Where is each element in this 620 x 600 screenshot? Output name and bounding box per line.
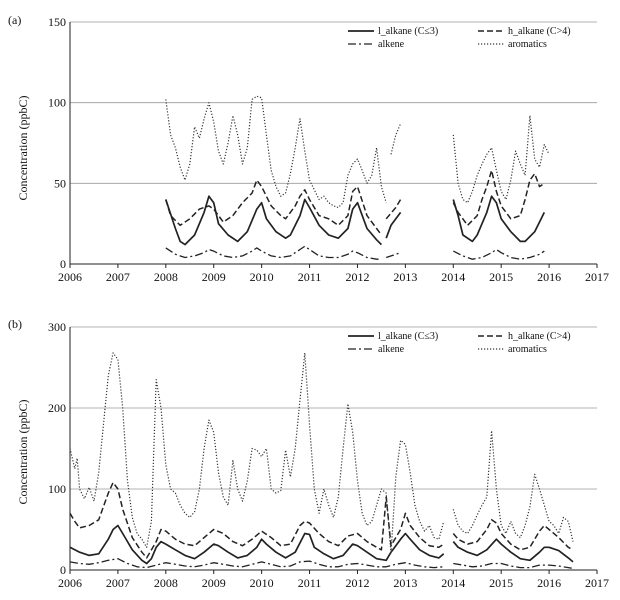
x-tick-label-b-0: 2006 [58, 576, 82, 590]
x-tick-label-a-3: 2009 [202, 270, 226, 284]
x-tick-label-b-4: 2010 [250, 576, 274, 590]
x-tick-label-b-2: 2008 [154, 576, 178, 590]
y-axis-label-b: Concentration (ppbC) [16, 400, 30, 505]
series-line-alkene-a-1 [385, 252, 401, 259]
x-tick-label-a-8: 2014 [441, 270, 465, 284]
x-tick-label-a-7: 2013 [393, 270, 417, 284]
series-line-aromatics-b-0 [69, 352, 445, 555]
ticks-b: 0 100 200 300 2006 2007 2008 2009 2010 2011 2012 20… [48, 320, 609, 590]
axes-a [69, 22, 597, 265]
legend-label-h-alkane-a: h_alkane (C>4) [508, 26, 571, 37]
legend-label-aromatics-b: aromatics [508, 344, 547, 355]
x-tick-label-a-1: 2007 [106, 270, 130, 284]
axes-b [69, 327, 597, 571]
legend-label-aromatics-a: aromatics [508, 39, 547, 50]
y-tick-label-a-1: 50 [54, 176, 66, 190]
legend-b: l_alkane (C≤3) h_alkane (C>4) alkene aromat… [348, 331, 571, 355]
panel-a: (a) Concentration (ppbC) 0 50 100 150 2006 20… [8, 13, 609, 284]
series-line-aromatics-b-1 [452, 430, 574, 542]
y-tick-label-b-2: 200 [48, 401, 66, 415]
grid-a [70, 21, 597, 184]
y-axis-label-a: Concentration (ppbC) [16, 96, 30, 201]
y-tick-label-a-3: 150 [48, 15, 66, 29]
y-tick-label-b-3: 300 [48, 320, 66, 334]
x-tick-label-b-6: 2012 [345, 576, 369, 590]
x-tick-label-a-6: 2012 [345, 270, 369, 284]
y-tick-label-a-0: 0 [60, 257, 66, 271]
panel-label-b: (b) [8, 317, 22, 331]
ticks-a: 0 50 100 150 2006 2007 2008 2009 2010 2011 2012 201… [48, 15, 609, 284]
series-line-h-alkane-a-1 [385, 199, 402, 220]
series-line-l-alkane-a-2 [452, 195, 546, 243]
series-line-h-alkane-b-1 [452, 519, 574, 551]
series-line-alkene-b-1 [453, 562, 574, 570]
series-line-h-alkane-a-0 [165, 179, 383, 236]
series-line-alkene-a-2 [453, 248, 545, 260]
x-tick-label-b-11: 2017 [585, 576, 609, 590]
x-tick-label-a-11: 2017 [585, 270, 609, 284]
panel-label-a: (a) [8, 13, 21, 27]
legend-label-alkene-a: alkene [378, 39, 405, 50]
y-tick-label-b-1: 100 [48, 482, 66, 496]
legend-label-alkene-b: alkene [378, 344, 405, 355]
x-tick-label-b-8: 2014 [441, 576, 465, 590]
x-tick-label-b-9: 2015 [489, 576, 513, 590]
y-tick-label-b-0: 0 [60, 563, 66, 577]
x-tick-label-b-10: 2016 [537, 576, 561, 590]
y-tick-label-a-2: 100 [48, 96, 66, 110]
series-line-l-alkane-b-1 [452, 538, 574, 563]
series-line-h-alkane-a-2 [452, 169, 545, 227]
x-tick-label-a-2: 2008 [154, 270, 178, 284]
x-tick-label-a-4: 2010 [250, 270, 274, 284]
legend-label-l-alkane-a: l_alkane (C≤3) [378, 26, 438, 37]
grid-b [70, 326, 597, 490]
x-tick-label-b-3: 2009 [202, 576, 226, 590]
series-line-alkene-a-0 [165, 245, 382, 260]
series-line-alkene-b-0 [69, 558, 444, 569]
series-a [164, 95, 550, 260]
series-line-l-alkane-a-0 [164, 195, 383, 246]
series-line-l-alkane-b-0 [69, 524, 445, 565]
series-line-l-alkane-a-1 [385, 211, 402, 239]
x-tick-label-a-9: 2015 [489, 270, 513, 284]
x-tick-label-a-10: 2016 [537, 270, 561, 284]
x-tick-label-a-0: 2006 [58, 270, 82, 284]
series-line-aromatics-a-2 [452, 115, 550, 204]
x-tick-label-b-7: 2013 [393, 576, 417, 590]
legend-a: l_alkane (C≤3) h_alkane (C>4) alkene aromat… [348, 26, 571, 50]
x-tick-label-b-5: 2011 [298, 576, 322, 590]
series-line-aromatics-a-0 [165, 95, 387, 209]
legend-label-l-alkane-b: l_alkane (C≤3) [378, 331, 438, 342]
series-b [69, 352, 574, 570]
series-line-aromatics-a-1 [390, 123, 402, 155]
x-tick-label-b-1: 2007 [106, 576, 130, 590]
panel-b: (b) Concentration (ppbC) 0 100 200 300 2006 2… [8, 317, 609, 590]
legend-label-h-alkane-b: h_alkane (C>4) [508, 331, 571, 342]
x-tick-label-a-5: 2011 [298, 270, 322, 284]
